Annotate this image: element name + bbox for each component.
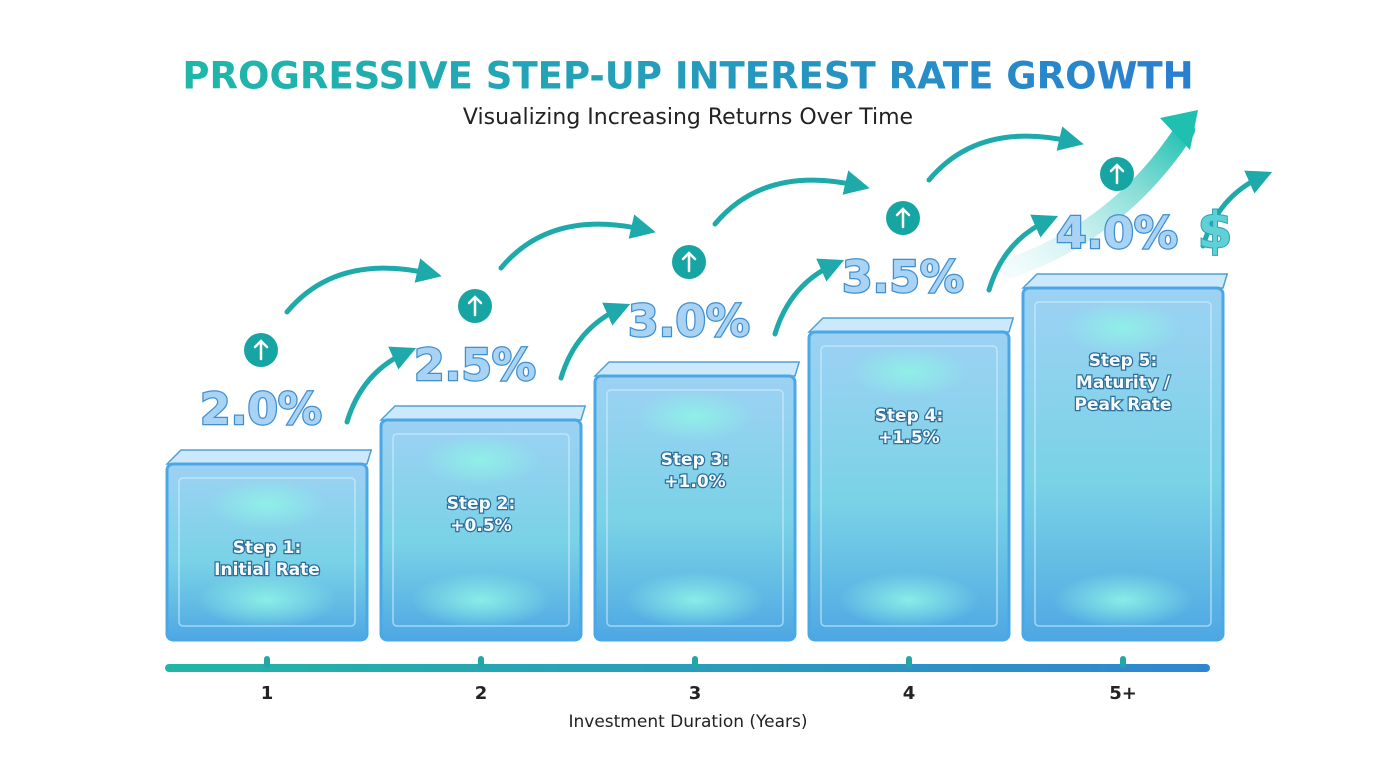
bar-glow: [839, 572, 979, 628]
step-arrow: [284, 258, 442, 315]
up-arrow-icon: [467, 295, 483, 317]
bar-top-face: [807, 317, 1015, 333]
bar-glow: [411, 572, 551, 628]
step-arrow: [1200, 170, 1273, 249]
step-arrow: [712, 170, 870, 227]
bar-top-face: [165, 449, 373, 465]
step-arrow: [344, 346, 417, 425]
value-label: 3.5%: [842, 252, 964, 303]
step-label: Step 5:: [1089, 351, 1158, 371]
step-label: Step 3:: [661, 450, 730, 470]
x-tick-label: 5+: [1109, 683, 1137, 704]
step-label: Peak Rate: [1075, 395, 1172, 415]
step-arrow: [772, 258, 845, 337]
currency-symbol: $: [1198, 202, 1233, 260]
chart-title: PROGRESSIVE STEP-UP INTEREST RATE GROWTH: [182, 55, 1193, 98]
up-arrow-icon: [895, 207, 911, 229]
bar-glow: [1053, 572, 1193, 628]
value-label: 2.5%: [414, 340, 536, 391]
bar-glow: [849, 346, 969, 398]
x-tick: [478, 656, 484, 668]
step-label: Step 1:: [233, 538, 302, 558]
step-label: Maturity /: [1076, 373, 1171, 393]
step-arrow: [498, 214, 656, 271]
x-tick-label: 1: [261, 683, 274, 704]
up-arrow-icon: [1109, 163, 1125, 185]
step-label: Initial Rate: [214, 560, 320, 580]
x-tick-label: 2: [475, 683, 488, 704]
x-tick: [1120, 656, 1126, 668]
up-arrow-icon: [253, 339, 269, 361]
bar-top-face: [593, 361, 801, 377]
value-label: 2.0%: [200, 384, 322, 435]
step-arrow: [926, 126, 1084, 183]
bar-glow: [207, 478, 327, 530]
step-arrow: [986, 214, 1059, 293]
x-tick-label: 3: [689, 683, 702, 704]
value-label: 3.0%: [628, 296, 750, 347]
bar-top-face: [1021, 273, 1229, 289]
bar-glow: [197, 572, 337, 628]
step-label: Step 4:: [875, 406, 944, 426]
x-tick: [906, 656, 912, 668]
bar-top-face: [379, 405, 587, 421]
bar: [807, 330, 1011, 642]
step-label: +1.5%: [878, 428, 939, 448]
value-label: 4.0%: [1056, 208, 1178, 259]
step-label: Step 2:: [447, 494, 516, 514]
up-arrow-icon: [681, 251, 697, 273]
bar-glow: [421, 434, 541, 486]
chart-subtitle: Visualizing Increasing Returns Over Time: [463, 105, 913, 130]
growth-arrow: [1000, 120, 1195, 278]
bar-glow: [635, 390, 755, 442]
bar-glow: [1063, 302, 1183, 354]
step-label: +0.5%: [450, 516, 511, 536]
step-arrow: [558, 302, 631, 381]
x-tick: [264, 656, 270, 668]
x-tick-label: 4: [903, 683, 916, 704]
step-label: +1.0%: [664, 472, 725, 492]
bar: [1021, 286, 1225, 642]
x-axis: [165, 664, 1210, 672]
x-axis-label: Investment Duration (Years): [568, 712, 807, 732]
growth-arrow-head: [1160, 110, 1198, 150]
bar-glow: [625, 572, 765, 628]
x-tick: [692, 656, 698, 668]
bar: [593, 374, 797, 642]
